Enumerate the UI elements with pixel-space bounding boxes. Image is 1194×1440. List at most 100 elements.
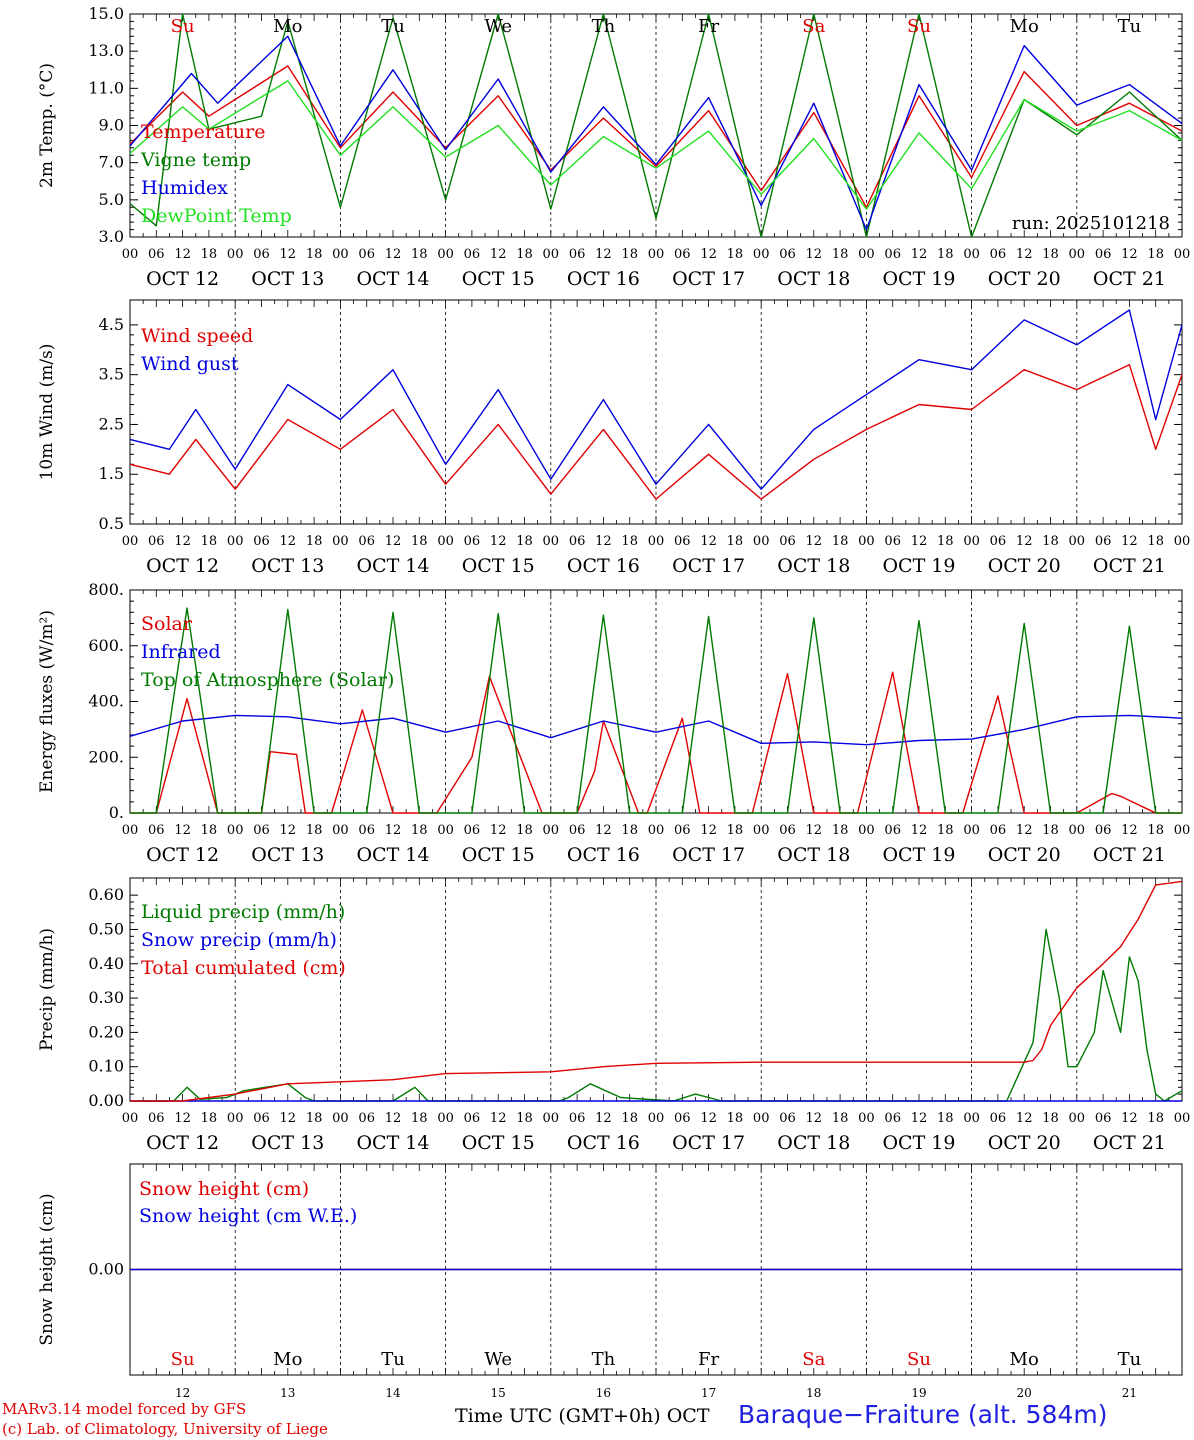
weekday-label: Mo xyxy=(1010,16,1039,37)
hour-tick-label: 18 xyxy=(1042,823,1059,838)
hour-tick-label: 00 xyxy=(858,823,875,838)
date-label: OCT 13 xyxy=(251,268,324,290)
hour-tick-label: 06 xyxy=(990,247,1007,262)
legend-entry: Total cumulated (cm) xyxy=(141,957,346,979)
date-label: OCT 16 xyxy=(567,844,640,866)
hour-tick-label: 00 xyxy=(332,823,349,838)
hour-tick-label: 06 xyxy=(253,534,270,549)
panel-wind: 0.5 1.5 2.5 3.5 4.5 10m Wind (m/s) Wind speed W… xyxy=(37,299,1190,577)
hour-tick-label: 00 xyxy=(543,247,560,262)
hour-tick-label: 00 xyxy=(1069,1111,1086,1126)
y-tick-label: 0.60 xyxy=(88,885,124,904)
hour-tick-label: 06 xyxy=(1095,823,1112,838)
hour-tick-label: 12 xyxy=(911,1111,928,1126)
hour-tick-label: 12 xyxy=(1121,534,1138,549)
y-tick-label: 5.0 xyxy=(99,190,124,209)
hour-tick-label: 18 xyxy=(727,534,744,549)
hour-tick-label: 12 xyxy=(700,247,717,262)
date-label: OCT 19 xyxy=(882,268,955,290)
hour-tick-label: 00 xyxy=(437,823,454,838)
date-label: OCT 15 xyxy=(462,1132,535,1154)
date-label: OCT 12 xyxy=(146,1132,219,1154)
legend-entry: Snow precip (mm/h) xyxy=(141,929,337,951)
hour-tick-label: 06 xyxy=(253,247,270,262)
hour-tick-label: 06 xyxy=(464,534,481,549)
hour-tick-label: 06 xyxy=(990,823,1007,838)
hour-tick-label: 00 xyxy=(648,1111,665,1126)
date-label: OCT 19 xyxy=(882,555,955,577)
day-number-label: 13 xyxy=(280,1386,295,1400)
hour-tick-label: 12 xyxy=(595,534,612,549)
hour-tick-label: 12 xyxy=(490,1111,507,1126)
day-number-label: 12 xyxy=(175,1386,190,1400)
legend-entry: Infrared xyxy=(141,641,221,663)
hour-tick-label: 06 xyxy=(358,534,375,549)
hour-tick-label: 06 xyxy=(253,1111,270,1126)
date-label: OCT 18 xyxy=(777,555,850,577)
date-label: OCT 15 xyxy=(462,268,535,290)
series-line-liquid-precip-mm-h- xyxy=(130,928,1183,1102)
hour-tick-label: 06 xyxy=(884,1111,901,1126)
hour-tick-label: 12 xyxy=(1121,1111,1138,1126)
hour-tick-label: 12 xyxy=(806,247,823,262)
date-label: OCT 17 xyxy=(672,1132,745,1154)
weekday-label: Mo xyxy=(273,16,302,37)
hour-tick-label: 12 xyxy=(385,823,402,838)
hour-tick-label: 18 xyxy=(1042,534,1059,549)
series-line-solar xyxy=(130,671,1182,814)
hour-tick-label: 00 xyxy=(332,247,349,262)
hour-tick-label: 00 xyxy=(963,534,980,549)
hour-tick-label: 06 xyxy=(779,1111,796,1126)
hour-tick-label: 12 xyxy=(700,534,717,549)
legend-entry: Solar xyxy=(141,613,193,635)
y-tick-label: 11.0 xyxy=(88,78,124,97)
date-label: OCT 19 xyxy=(882,1132,955,1154)
series-line-top-of-atmosphere-solar- xyxy=(130,607,1182,814)
weekday-label: Tu xyxy=(381,16,405,37)
date-label: OCT 14 xyxy=(356,844,429,866)
hour-tick-label: 06 xyxy=(1095,534,1112,549)
hour-tick-label: 06 xyxy=(358,1111,375,1126)
hour-tick-label: 18 xyxy=(201,823,218,838)
hour-tick-label: 06 xyxy=(779,534,796,549)
hour-tick-label: 12 xyxy=(280,247,297,262)
date-label: OCT 12 xyxy=(146,555,219,577)
y-axis-label: 2m Temp. (°C) xyxy=(37,63,57,188)
hour-tick-label: 18 xyxy=(516,534,533,549)
hour-tick-label: 00 xyxy=(648,823,665,838)
hour-tick-label: 12 xyxy=(806,534,823,549)
legend-entry: DewPoint Temp xyxy=(141,205,292,227)
legend-entry: Humidex xyxy=(141,177,228,199)
lab-credit: (c) Lab. of Climatology, University of L… xyxy=(2,1420,328,1438)
hour-tick-label: 18 xyxy=(937,247,954,262)
date-label: OCT 13 xyxy=(251,1132,324,1154)
legend-entry: Vigne temp xyxy=(140,149,251,171)
hour-tick-label: 18 xyxy=(411,823,428,838)
date-label: OCT 16 xyxy=(567,268,640,290)
y-tick-label: 0.00 xyxy=(88,1260,124,1279)
day-number-label: 15 xyxy=(491,1386,506,1400)
legend-entry: Top of Atmosphere (Solar) xyxy=(141,669,394,691)
hour-tick-label: 06 xyxy=(674,1111,691,1126)
weekday-label: Su xyxy=(907,16,931,37)
legend-entry: Snow height (cm W.E.) xyxy=(139,1205,357,1227)
date-label: OCT 21 xyxy=(1093,1132,1166,1154)
hour-tick-label: 12 xyxy=(700,823,717,838)
meteogram-chart: 3.0 5.0 7.0 9.0 11.0 13.0 15.0 2m Temp. (°C) Tem… xyxy=(37,4,1191,1400)
hour-tick-label: 12 xyxy=(1121,247,1138,262)
y-tick-label: 2.5 xyxy=(99,414,124,433)
hour-tick-label: 18 xyxy=(1042,1111,1059,1126)
weekday-label: Su xyxy=(171,16,195,37)
hour-tick-label: 12 xyxy=(490,534,507,549)
hour-tick-label: 06 xyxy=(464,823,481,838)
date-label: OCT 20 xyxy=(988,844,1061,866)
legend-entry: Snow height (cm) xyxy=(139,1178,309,1200)
weekday-label: We xyxy=(484,16,512,37)
legend-entry: Temperature xyxy=(141,121,265,143)
day-number-label: 20 xyxy=(1017,1386,1032,1400)
y-axis-label: Energy fluxes (W/m²) xyxy=(37,610,57,793)
hour-tick-label: 00 xyxy=(437,534,454,549)
run-annotation: run: 2025101218 xyxy=(1012,213,1170,234)
hour-tick-label: 00 xyxy=(1174,823,1191,838)
hour-tick-label: 00 xyxy=(648,534,665,549)
